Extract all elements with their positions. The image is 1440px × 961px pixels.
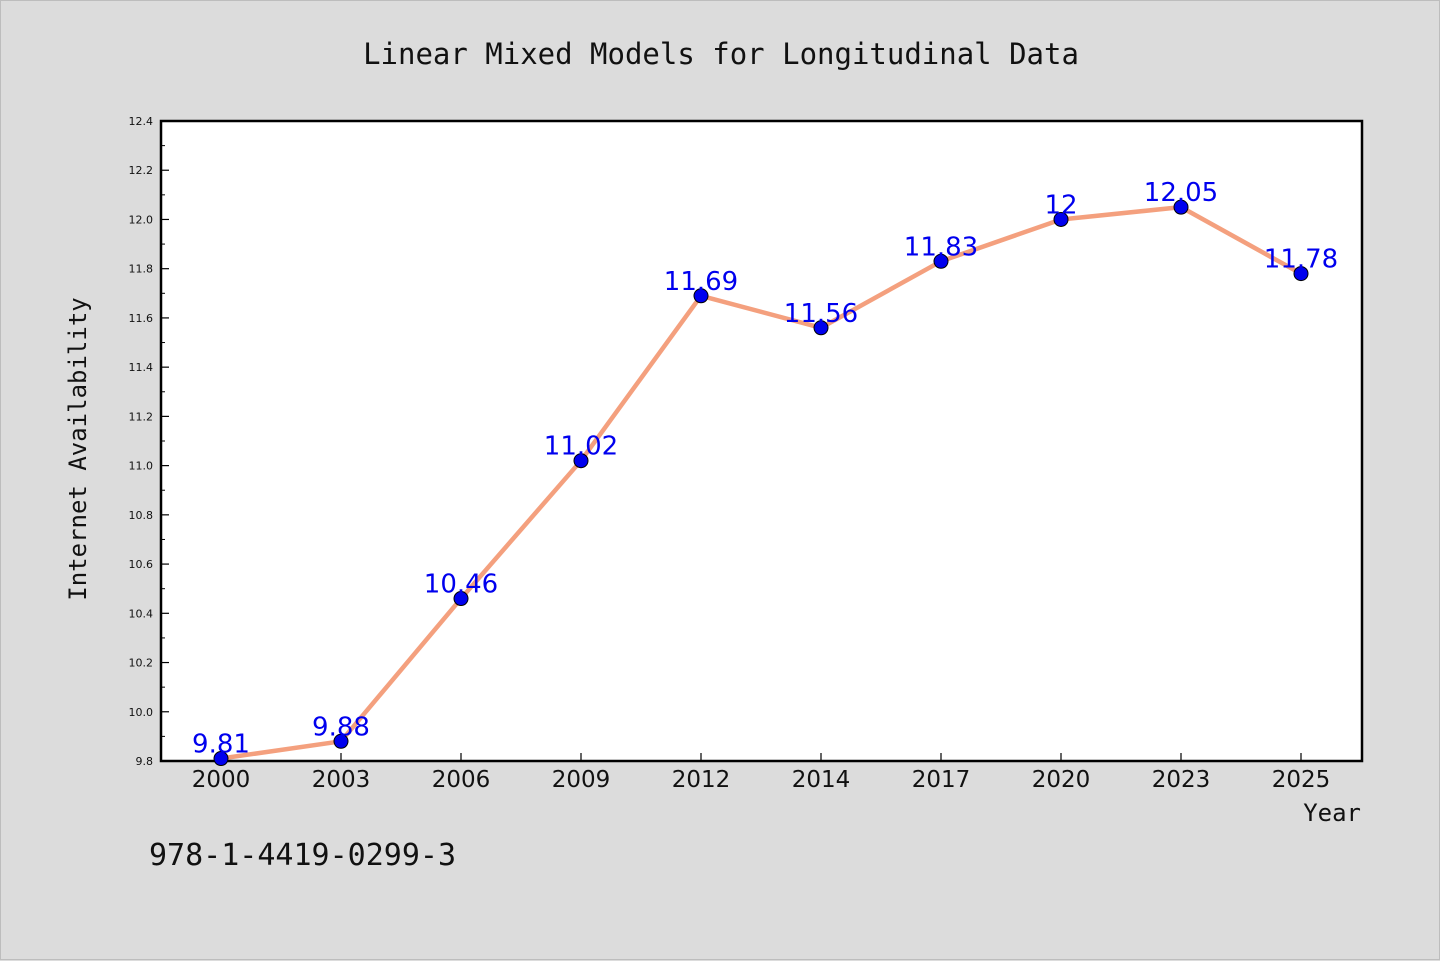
y-tick-label: 10.4 [129, 607, 154, 620]
data-point [213, 751, 229, 767]
y-tick-label: 12.2 [129, 164, 154, 177]
y-tick-label: 10.6 [129, 558, 154, 571]
data-label-group: 9.81 9.88 10.46 11.02 11.69 11.56 11.83 12 12.05… [192, 178, 1338, 759]
y-tick-label: 11.0 [129, 460, 154, 473]
isbn-text: 978-1-4419-0299-3 [149, 838, 456, 873]
y-axis-label: Internet Availability [64, 297, 92, 600]
x-tick-label: 2012 [672, 767, 731, 793]
data-point [573, 453, 589, 469]
y-tick-label: 11.8 [129, 263, 154, 276]
data-label: 12.05 [1144, 178, 1218, 208]
x-tick-label: 2017 [912, 767, 971, 793]
data-point [1173, 199, 1189, 215]
x-tick-label: 2020 [1032, 767, 1091, 793]
data-label: 9.81 [192, 730, 250, 760]
data-point [453, 591, 469, 607]
y-tick-label: 10.0 [129, 706, 154, 719]
x-tick-label: 2014 [792, 767, 851, 793]
data-label: 11.69 [664, 267, 738, 297]
y-tick-label: 10.8 [129, 509, 154, 522]
data-point [693, 288, 709, 304]
x-axis: 2000 2003 2006 2009 2012 2014 2017 2020 2023 2025 [192, 753, 1331, 793]
x-tick-label: 2006 [432, 767, 491, 793]
data-point [933, 253, 949, 269]
data-point [1053, 211, 1069, 227]
series-line [220, 204, 1303, 761]
data-label: 11.56 [784, 299, 858, 329]
plot-area [159, 119, 1364, 763]
y-tick-label: 11.4 [129, 361, 154, 374]
data-label: 11.02 [544, 432, 618, 462]
data-point [1293, 266, 1309, 282]
chart-title: Linear Mixed Models for Longitudinal Dat… [363, 37, 1079, 71]
y-axis: 9.8 10.0 10.2 10.4 10.6 10.8 11.0 11.2 11.4 11.6 1… [129, 115, 169, 768]
x-tick-label: 2003 [312, 767, 371, 793]
data-label: 11.83 [904, 232, 978, 262]
x-tick-label: 2000 [192, 767, 251, 793]
y-tick-label: 11.2 [129, 410, 154, 423]
data-point [333, 733, 349, 749]
y-tick-label: 12.0 [129, 213, 154, 226]
x-tick-label: 2025 [1272, 767, 1331, 793]
y-tick-label: 11.6 [129, 312, 154, 325]
series-line-group [213, 199, 1309, 767]
x-tick-label: 2009 [552, 767, 611, 793]
x-axis-label: Year [1303, 799, 1361, 827]
data-label: 10.46 [424, 570, 498, 600]
y-tick-label: 10.2 [129, 657, 154, 670]
data-point [813, 320, 829, 336]
x-tick-label: 2023 [1152, 767, 1211, 793]
y-tick-label: 12.4 [129, 115, 154, 128]
y-tick-label: 9.8 [136, 755, 154, 768]
data-label: 12 [1044, 190, 1077, 220]
data-label: 9.88 [312, 712, 370, 742]
data-label: 11.78 [1264, 245, 1338, 275]
